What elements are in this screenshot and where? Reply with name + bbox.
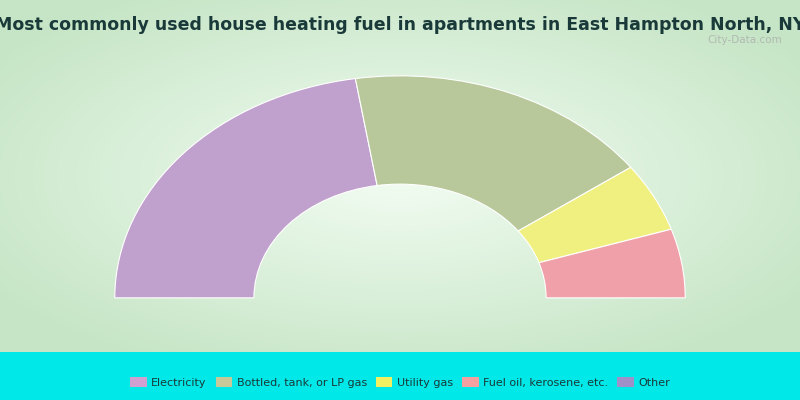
Text: City-Data.com: City-Data.com [708,35,782,45]
Wedge shape [539,229,686,298]
Wedge shape [518,167,671,263]
Wedge shape [114,78,377,298]
Wedge shape [355,76,630,231]
Text: Most commonly used house heating fuel in apartments in East Hampton North, NY: Most commonly used house heating fuel in… [0,16,800,34]
Legend: Electricity, Bottled, tank, or LP gas, Utility gas, Fuel oil, kerosene, etc., Ot: Electricity, Bottled, tank, or LP gas, U… [126,373,674,392]
